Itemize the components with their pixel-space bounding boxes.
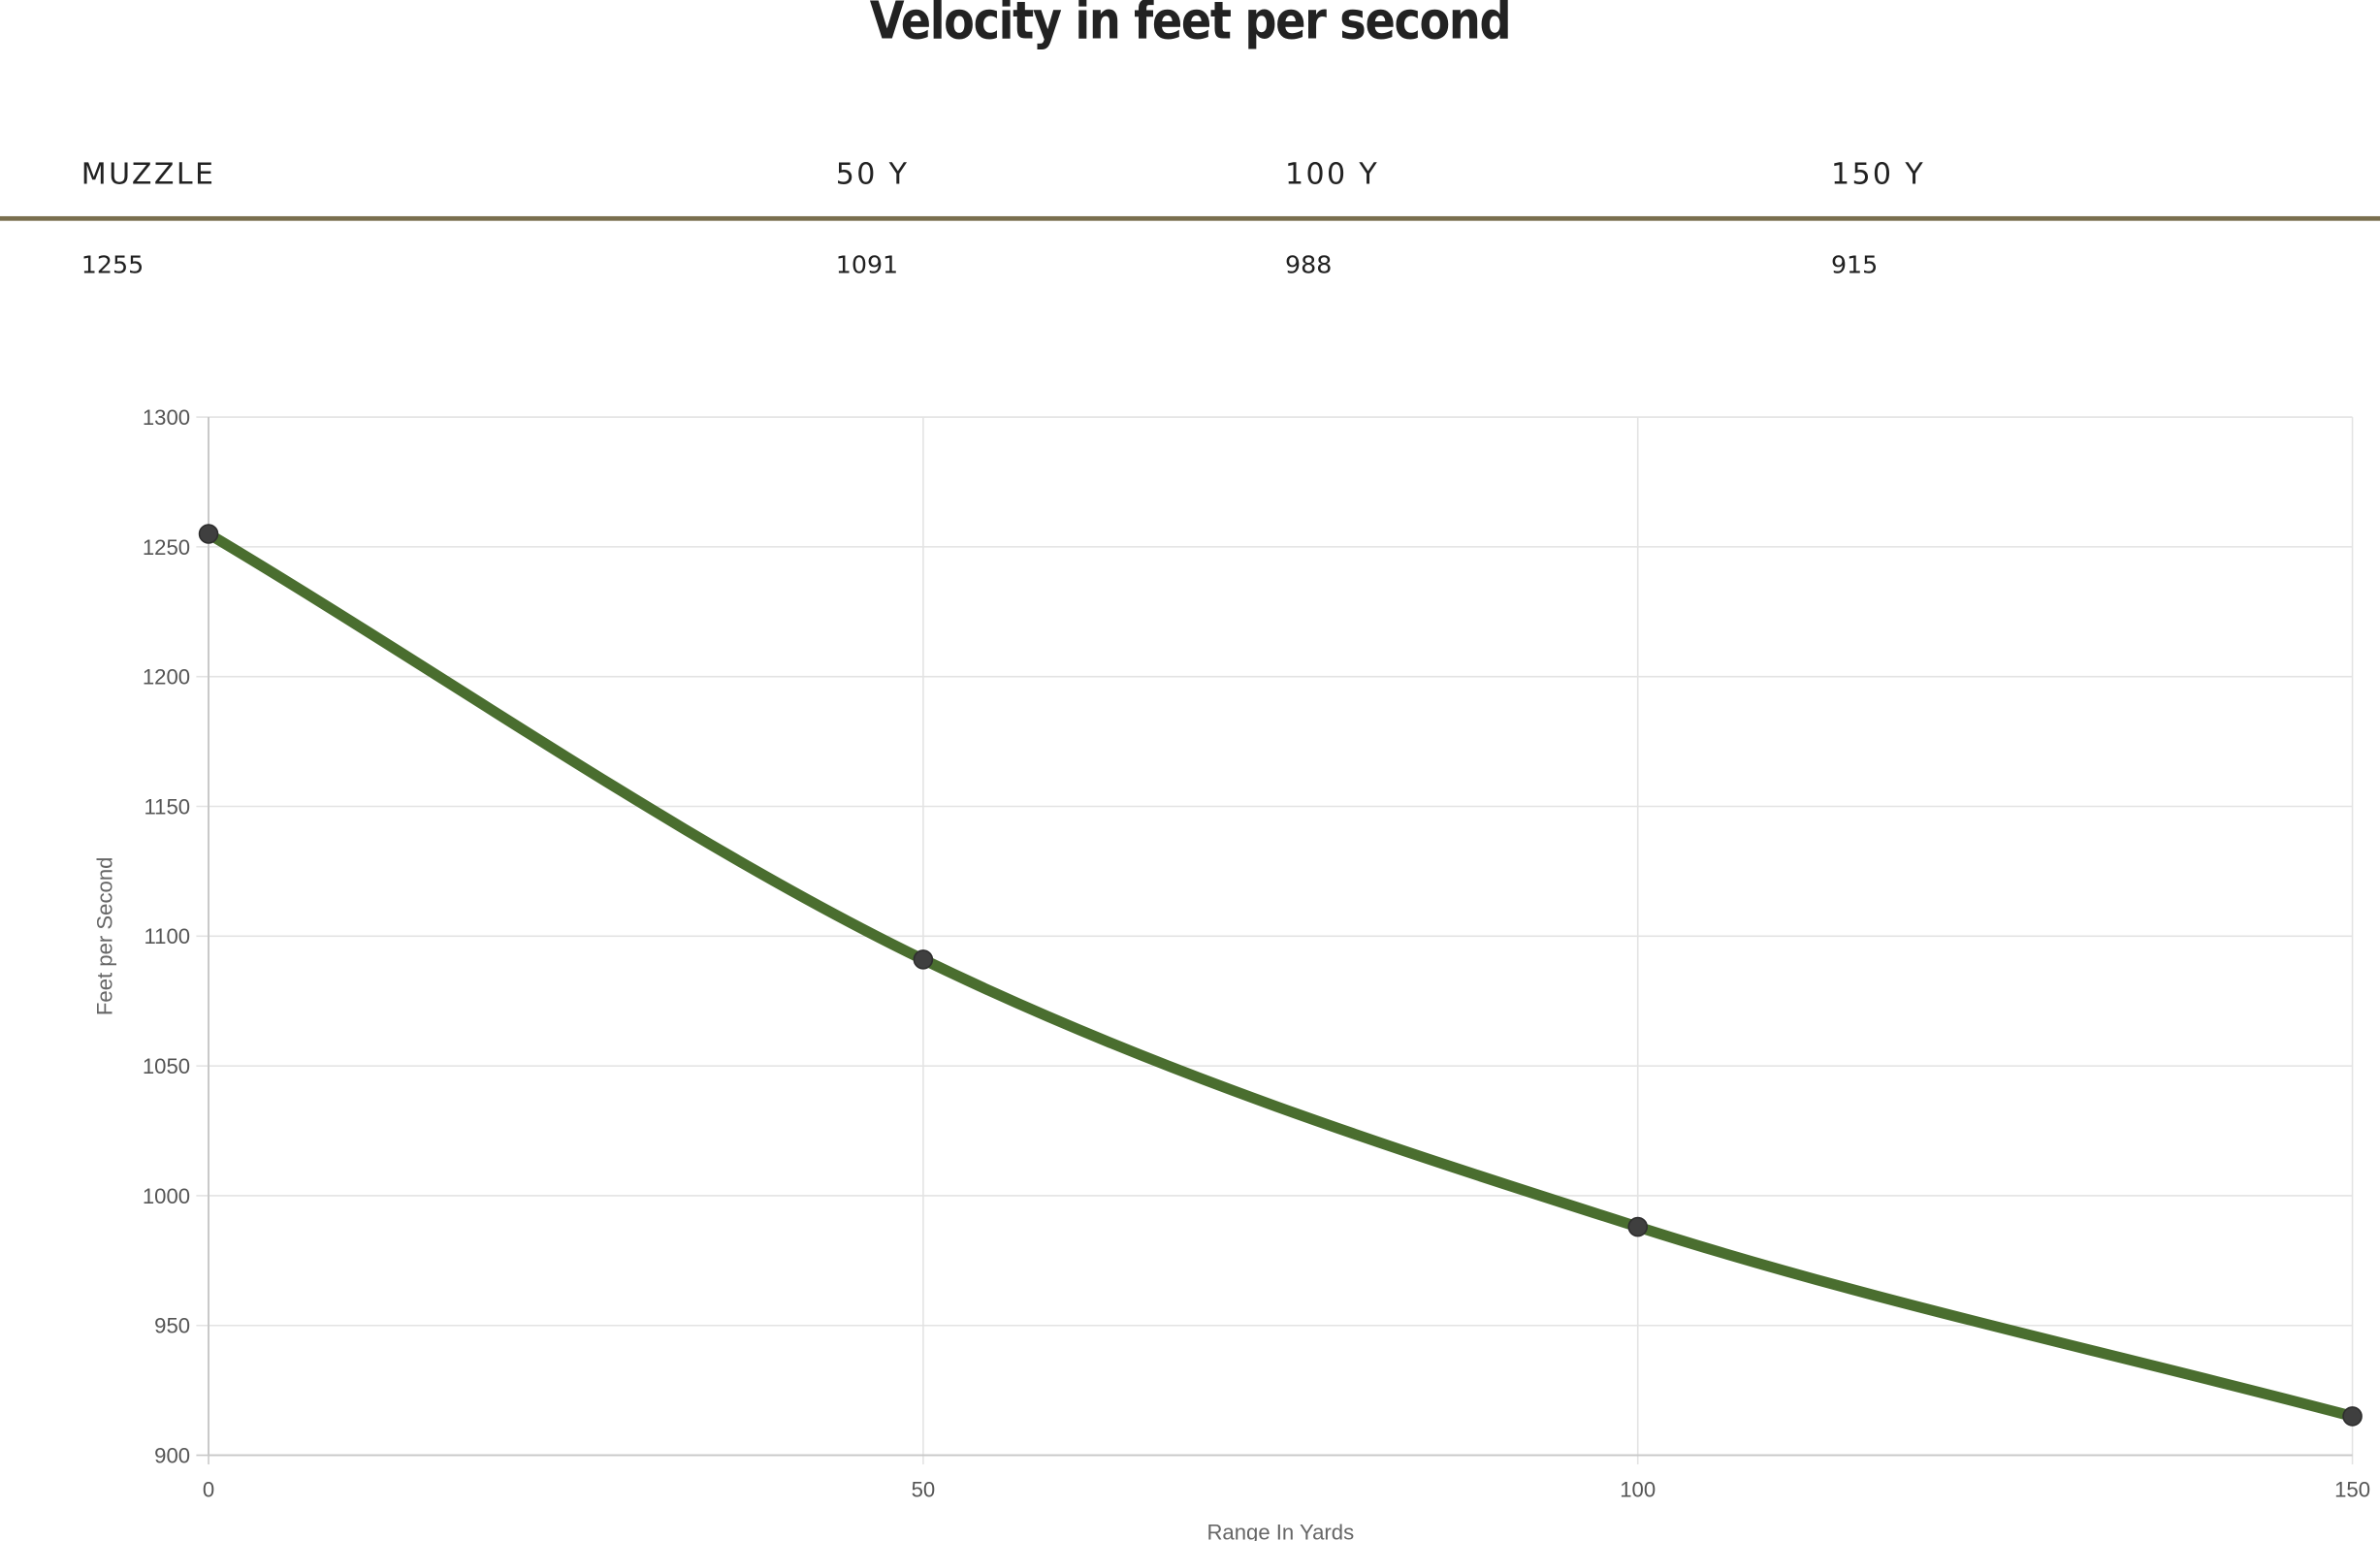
grid: [196, 416, 2354, 1465]
header-100y: 100 Y: [1285, 157, 1380, 192]
page-title: Velocity in feet per second: [869, 0, 1512, 52]
y-axis-title: Feet per Second: [92, 857, 116, 1016]
axes: [208, 417, 2353, 1457]
tick-labels: 900 950 1000 1050 1100 1150 1200 1250 1300 0 50 100…: [143, 405, 2370, 1501]
value-50y: 1091: [835, 249, 899, 279]
data-point: [198, 524, 219, 544]
value-100y: 988: [1285, 249, 1333, 279]
y-tick-label: 1300: [143, 405, 190, 430]
header-150y: 150 Y: [1830, 157, 1926, 192]
data-point: [1627, 1216, 1648, 1237]
value-150y: 915: [1830, 249, 1879, 279]
value-muzzle: 1255: [80, 249, 145, 279]
header-muzzle: MUZZLE: [80, 157, 216, 192]
x-tick-label: 50: [912, 1477, 936, 1501]
x-axis-title: Range In Yards: [1206, 1521, 1354, 1541]
series-layer: [198, 524, 2363, 1427]
x-tick-label: 100: [1620, 1477, 1656, 1501]
x-tick-label: 150: [2334, 1477, 2370, 1501]
y-tick-label: 1050: [143, 1054, 190, 1078]
y-tick-label: 1200: [143, 665, 190, 690]
y-tick-label: 950: [154, 1314, 190, 1338]
series-line: [203, 528, 2359, 1422]
y-tick-label: 1250: [143, 535, 190, 560]
table-divider: [0, 215, 2380, 221]
y-tick-label: 1000: [143, 1184, 190, 1208]
velocity-table: MUZZLE 50 Y 100 Y 150 Y 1255 1091 988 91…: [0, 138, 2380, 306]
y-tick-label: 900: [154, 1443, 190, 1467]
y-tick-label: 1100: [144, 924, 190, 948]
data-point: [913, 949, 934, 970]
data-point: [2342, 1406, 2363, 1427]
y-tick-label: 1150: [144, 794, 190, 819]
x-tick-label: 0: [203, 1477, 214, 1501]
header-50y: 50 Y: [835, 157, 910, 192]
